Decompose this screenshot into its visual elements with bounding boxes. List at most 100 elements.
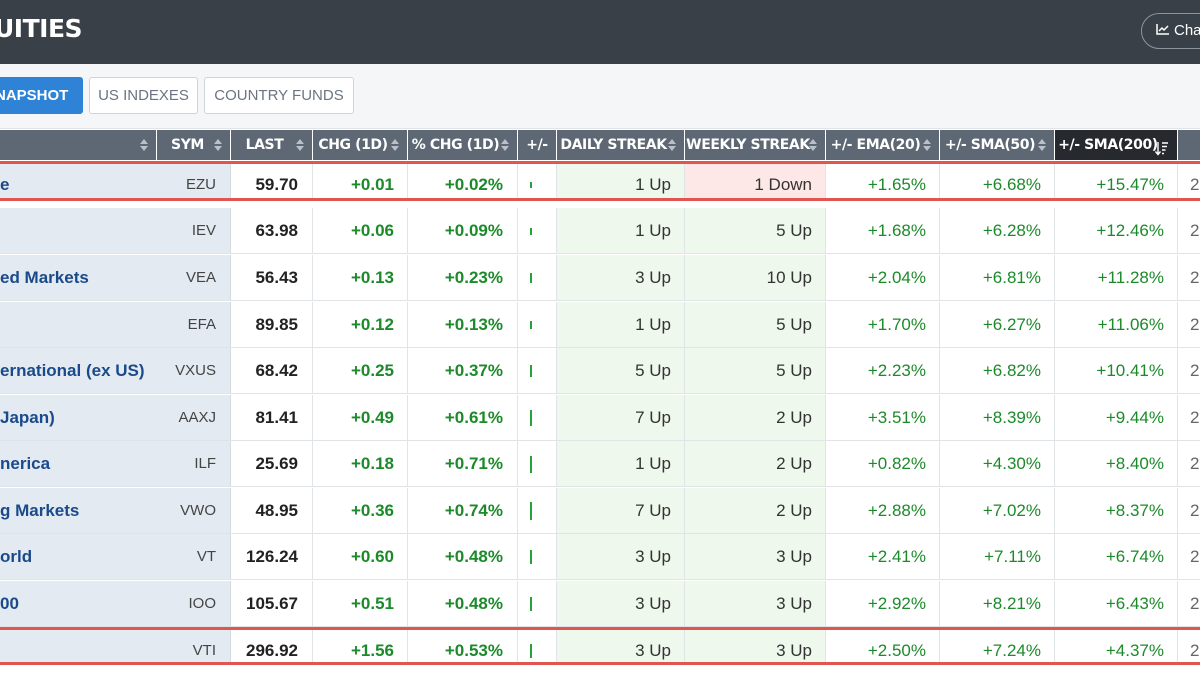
next-column-value: 2 (1190, 547, 1200, 566)
column-header-chg[interactable]: CHG (1D) (313, 130, 408, 160)
change-1d: +0.51 (313, 581, 408, 626)
sma50-diff: +7.11% (940, 534, 1055, 579)
sma50-diff: +6.28% (940, 208, 1055, 253)
change-bar (530, 227, 532, 235)
table-row[interactable]: g Markets VWO 48.95 +0.36 +0.74% 7 Up 2 Up +2.8… (0, 488, 1200, 534)
sma50-diff: +7.24% (940, 628, 1055, 673)
etf-name[interactable]: 00 (0, 581, 157, 626)
symbol: VWO (157, 488, 231, 533)
sma200-diff: +15.47% (1055, 162, 1178, 207)
highlight-border-bottom (0, 198, 1200, 201)
last-price: 25.69 (231, 441, 313, 486)
daily-streak: 3 Up (557, 534, 685, 579)
etf-name[interactable]: g Markets (0, 488, 157, 533)
next-column-value: 2 (1190, 501, 1200, 520)
pct-change-1d: +0.71% (408, 441, 518, 486)
column-header-ema20[interactable]: +/- EMA(20) (826, 130, 940, 160)
chart-button-label: Cha (1174, 22, 1200, 39)
tab-bar: NAPSHOT US INDEXES COUNTRY FUNDS (0, 64, 1200, 129)
sma50-diff: +6.81% (940, 255, 1055, 300)
chart-button[interactable]: Cha (1141, 13, 1200, 49)
pct-change-1d: +0.74% (408, 488, 518, 533)
last-price: 89.85 (231, 302, 313, 347)
plus-minus-bar-cell (518, 162, 557, 207)
sma200-diff: +6.43% (1055, 581, 1178, 626)
etf-name[interactable]: ed Markets (0, 255, 157, 300)
etf-name[interactable]: ernational (ex US) (0, 348, 157, 393)
plus-minus-bar-cell (518, 208, 557, 253)
pct-change-1d: +0.09% (408, 208, 518, 253)
table-row[interactable]: 00 IOO 105.67 +0.51 +0.48% 3 Up 3 Up +2.92% +8.2… (0, 581, 1200, 627)
next-column-value: 2 (1190, 594, 1200, 613)
symbol: VT (157, 534, 231, 579)
table-row[interactable]: e EZU 59.70 +0.01 +0.02% 1 Up 1 Down +1.65% +6.6… (0, 162, 1200, 208)
column-header-name[interactable] (0, 130, 157, 160)
last-price: 56.43 (231, 255, 313, 300)
pct-change-1d: +0.23% (408, 255, 518, 300)
next-column-value: 2 (1190, 361, 1200, 380)
daily-streak: 1 Up (557, 208, 685, 253)
sma200-diff: +8.37% (1055, 488, 1178, 533)
plus-minus-bar-cell (518, 441, 557, 486)
etf-name[interactable] (0, 302, 157, 347)
change-bar (530, 597, 532, 611)
table-row[interactable]: nerica ILF 25.69 +0.18 +0.71% 1 Up 2 Up +0.82% +… (0, 441, 1200, 487)
last-price: 59.70 (231, 162, 313, 207)
plus-minus-bar-cell (518, 488, 557, 533)
table-row[interactable]: EFA 89.85 +0.12 +0.13% 1 Up 5 Up +1.70% +6.27% +… (0, 302, 1200, 348)
change-1d: +0.13 (313, 255, 408, 300)
etf-name[interactable]: nerica (0, 441, 157, 486)
weekly-streak: 5 Up (685, 208, 826, 253)
plus-minus-bar-cell (518, 628, 557, 673)
table-row[interactable]: orld VT 126.24 +0.60 +0.48% 3 Up 3 Up +2.41% +7.… (0, 534, 1200, 580)
row-gap (0, 199, 1200, 208)
etf-name[interactable] (0, 208, 157, 253)
column-header-pct-chg[interactable]: % CHG (1D) (408, 130, 518, 160)
column-header-daily-streak[interactable]: DAILY STREAK (557, 130, 685, 160)
table-row[interactable]: ed Markets VEA 56.43 +0.13 +0.23% 3 Up 10 Up +2… (0, 255, 1200, 301)
sma200-diff: +6.74% (1055, 534, 1178, 579)
highlight-border-top (0, 161, 1200, 164)
column-header-sma50[interactable]: +/- SMA(50) (940, 130, 1055, 160)
plus-minus-bar-cell (518, 534, 557, 579)
table-row[interactable]: IEV 63.98 +0.06 +0.09% 1 Up 5 Up +1.68% +6.28% +… (0, 208, 1200, 254)
etf-name[interactable]: orld (0, 534, 157, 579)
table-row[interactable]: ernational (ex US) VXUS 68.42 +0.25 +0.37% 5 … (0, 348, 1200, 394)
sort-arrows-icon (501, 139, 509, 151)
ema20-diff: +0.82% (826, 441, 940, 486)
last-price: 105.67 (231, 581, 313, 626)
next-column-value: 2 (1190, 454, 1200, 473)
column-header-plus-minus[interactable]: +/- (518, 130, 557, 160)
sort-arrows-icon (140, 139, 148, 151)
tab-us-indexes[interactable]: US INDEXES (89, 77, 198, 114)
column-header-weekly-streak[interactable]: WEEKLY STREAK (685, 130, 826, 160)
table-row[interactable]: Japan) AAXJ 81.41 +0.49 +0.61% 7 Up 2 Up +3.51%… (0, 395, 1200, 441)
row-gap (0, 664, 1200, 675)
change-1d: +0.18 (313, 441, 408, 486)
change-bar (530, 644, 532, 658)
etf-name[interactable]: Japan) (0, 395, 157, 440)
daily-streak: 7 Up (557, 395, 685, 440)
last-price: 48.95 (231, 488, 313, 533)
daily-streak: 5 Up (557, 348, 685, 393)
sma50-diff: +6.68% (940, 162, 1055, 207)
sma50-diff: +6.27% (940, 302, 1055, 347)
change-bar (530, 321, 532, 329)
pct-change-1d: +0.13% (408, 302, 518, 347)
column-header-extra[interactable] (1178, 130, 1200, 160)
line-chart-icon (1156, 14, 1170, 48)
sma200-diff: +11.06% (1055, 302, 1178, 347)
weekly-streak: 2 Up (685, 488, 826, 533)
change-1d: +0.36 (313, 488, 408, 533)
tab-snapshot[interactable]: NAPSHOT (0, 77, 83, 114)
tab-country-funds[interactable]: COUNTRY FUNDS (204, 77, 354, 114)
change-bar (530, 273, 532, 283)
plus-minus-bar-cell (518, 581, 557, 626)
sma50-diff: +8.21% (940, 581, 1055, 626)
column-header-sym[interactable]: SYM (157, 130, 231, 160)
column-header-sma200[interactable]: +/- SMA(200) (1055, 130, 1178, 160)
next-column-value: 2 (1190, 175, 1200, 194)
sma50-diff: +8.39% (940, 395, 1055, 440)
column-header-last[interactable]: LAST (231, 130, 313, 160)
ema20-diff: +1.68% (826, 208, 940, 253)
